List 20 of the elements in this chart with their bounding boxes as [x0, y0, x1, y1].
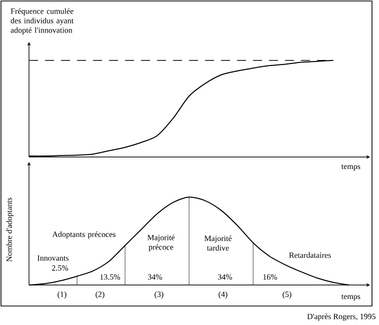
annotation: 2.5%	[52, 265, 68, 271]
text: D'après Rogers, 1995	[307, 314, 376, 321]
text: (1)	[58, 291, 66, 299]
x-axis-title: temps	[341, 164, 360, 171]
annotation: 34%	[218, 274, 232, 280]
annotation: 34%	[148, 274, 162, 280]
text: (2)	[96, 291, 104, 299]
annotation: 16%	[263, 274, 278, 280]
annotation: 13.5%	[100, 274, 120, 280]
x-axis-title: temps	[341, 294, 360, 301]
text: (5)	[282, 291, 292, 299]
y-axis-title: Fréquence cumulée des individus ayant adopté l'innovation	[10, 8, 74, 34]
annotation: Adoptants précoces	[52, 231, 116, 239]
y-axis-title: Nombre d'adoptants	[6, 198, 14, 262]
annotation: Majorité tardive	[204, 235, 232, 251]
annotation: Retardataires	[289, 252, 331, 258]
text: (4)	[218, 291, 228, 299]
text: (3)	[154, 291, 164, 299]
annotation: Innovants	[38, 255, 68, 261]
annotation: Majorité précoce	[147, 234, 175, 252]
